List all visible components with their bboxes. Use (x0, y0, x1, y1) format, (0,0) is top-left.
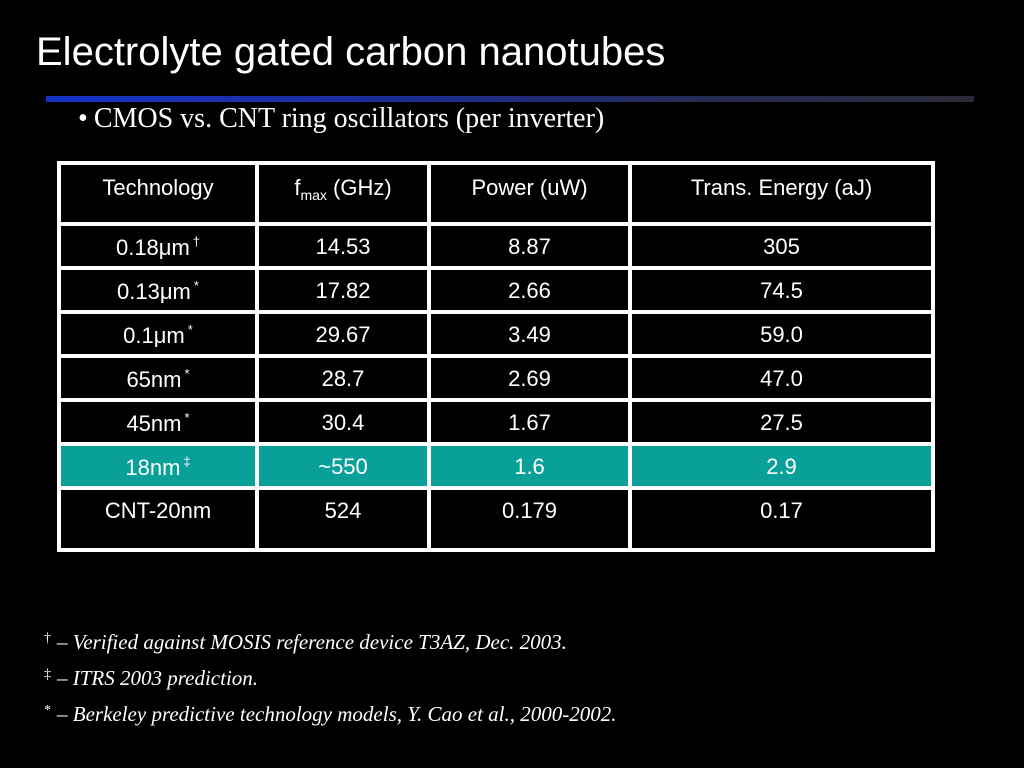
footnote-mark: * (193, 278, 199, 293)
cell-power: 2.66 (431, 270, 628, 310)
cell-energy: 0.17 (632, 490, 931, 548)
cell-fmax: 28.7 (259, 358, 427, 398)
cell-technology: 0.13μm * (61, 270, 255, 310)
cell-energy: 74.5 (632, 270, 931, 310)
cell-energy: 59.0 (632, 314, 931, 354)
footnote-mark: * (184, 366, 190, 381)
cell-energy: 27.5 (632, 402, 931, 442)
bullet-point: • CMOS vs. CNT ring oscillators (per inve… (78, 102, 604, 136)
footnote-text: – Berkeley predictive technology models,… (57, 702, 617, 726)
technology-label: 0.13μm (117, 279, 191, 304)
header-fmax: fmax (GHz) (259, 165, 427, 222)
table-row: 65nm * 28.7 2.69 47.0 (61, 358, 931, 398)
footnote-mark: * (187, 322, 193, 337)
footnote: * – Berkeley predictive technology models… (44, 696, 616, 732)
technology-label: 45nm (126, 411, 182, 436)
header-fmax-symbol: f (294, 175, 301, 200)
table-row: CNT-20nm 524 0.179 0.17 (61, 490, 931, 548)
footnote: ‡ – ITRS 2003 prediction. (44, 660, 616, 696)
footnote-symbol: † (44, 631, 51, 646)
table-header-row: Technology fmax (GHz) Power (uW) Trans. … (61, 165, 931, 222)
cell-power: 3.49 (431, 314, 628, 354)
technology-label: 18nm (125, 455, 181, 480)
cell-technology: 45nm * (61, 402, 255, 442)
cell-technology: 18nm ‡ (61, 446, 255, 486)
cell-technology: 0.1μm * (61, 314, 255, 354)
cell-fmax: 524 (259, 490, 427, 548)
table-row: 45nm * 30.4 1.67 27.5 (61, 402, 931, 442)
header-fmax-unit: (GHz) (326, 175, 392, 200)
technology-label: 0.18μm (115, 235, 190, 260)
footnotes: † – Verified against MOSIS reference devi… (44, 624, 616, 732)
footnote-text: – ITRS 2003 prediction. (57, 666, 259, 690)
header-power: Power (uW) (431, 165, 628, 222)
cell-fmax: 30.4 (259, 402, 427, 442)
cell-power: 1.6 (431, 446, 628, 486)
bullet-text: CMOS vs. CNT ring oscillators (per inver… (93, 103, 605, 134)
cell-fmax: 14.53 (259, 226, 427, 266)
slide-title: Electrolyte gated carbon nanotubes (36, 30, 666, 74)
cell-energy: 2.9 (632, 446, 931, 486)
technology-label: CNT-20nm (104, 498, 212, 523)
cell-fmax: ~550 (259, 446, 427, 486)
footnote-text: – Verified against MOSIS reference devic… (57, 630, 567, 654)
header-energy: Trans. Energy (aJ) (632, 165, 931, 222)
cell-technology: 0.18μm † (61, 226, 255, 266)
technology-label: 65nm (126, 367, 182, 392)
footnote-mark: † (192, 234, 201, 249)
footnote-mark: ‡ (183, 454, 191, 469)
header-fmax-subscript: max (300, 187, 327, 203)
footnote-symbol: * (44, 703, 51, 718)
header-technology: Technology (61, 165, 255, 222)
title-underline (46, 96, 974, 102)
cell-power: 2.69 (431, 358, 628, 398)
cell-fmax: 29.67 (259, 314, 427, 354)
cell-power: 1.67 (431, 402, 628, 442)
table-row: 0.13μm * 17.82 2.66 74.5 (61, 270, 931, 310)
technology-label: 0.1μm (123, 323, 185, 348)
cell-technology: 65nm * (61, 358, 255, 398)
table-row: 0.18μm † 14.53 8.87 305 (61, 226, 931, 266)
table-row-highlighted: 18nm ‡ ~550 1.6 2.9 (61, 446, 931, 486)
footnote-mark: * (184, 410, 190, 425)
cell-energy: 47.0 (632, 358, 931, 398)
table-row: 0.1μm * 29.67 3.49 59.0 (61, 314, 931, 354)
bullet-marker: • (78, 103, 88, 134)
cell-technology: CNT-20nm (61, 490, 255, 548)
comparison-table: Technology fmax (GHz) Power (uW) Trans. … (57, 161, 935, 552)
footnote: † – Verified against MOSIS reference devi… (44, 624, 616, 660)
cell-fmax: 17.82 (259, 270, 427, 310)
cell-energy: 305 (632, 226, 931, 266)
cell-power: 8.87 (431, 226, 628, 266)
footnote-symbol: ‡ (44, 667, 51, 682)
cell-power: 0.179 (431, 490, 628, 548)
